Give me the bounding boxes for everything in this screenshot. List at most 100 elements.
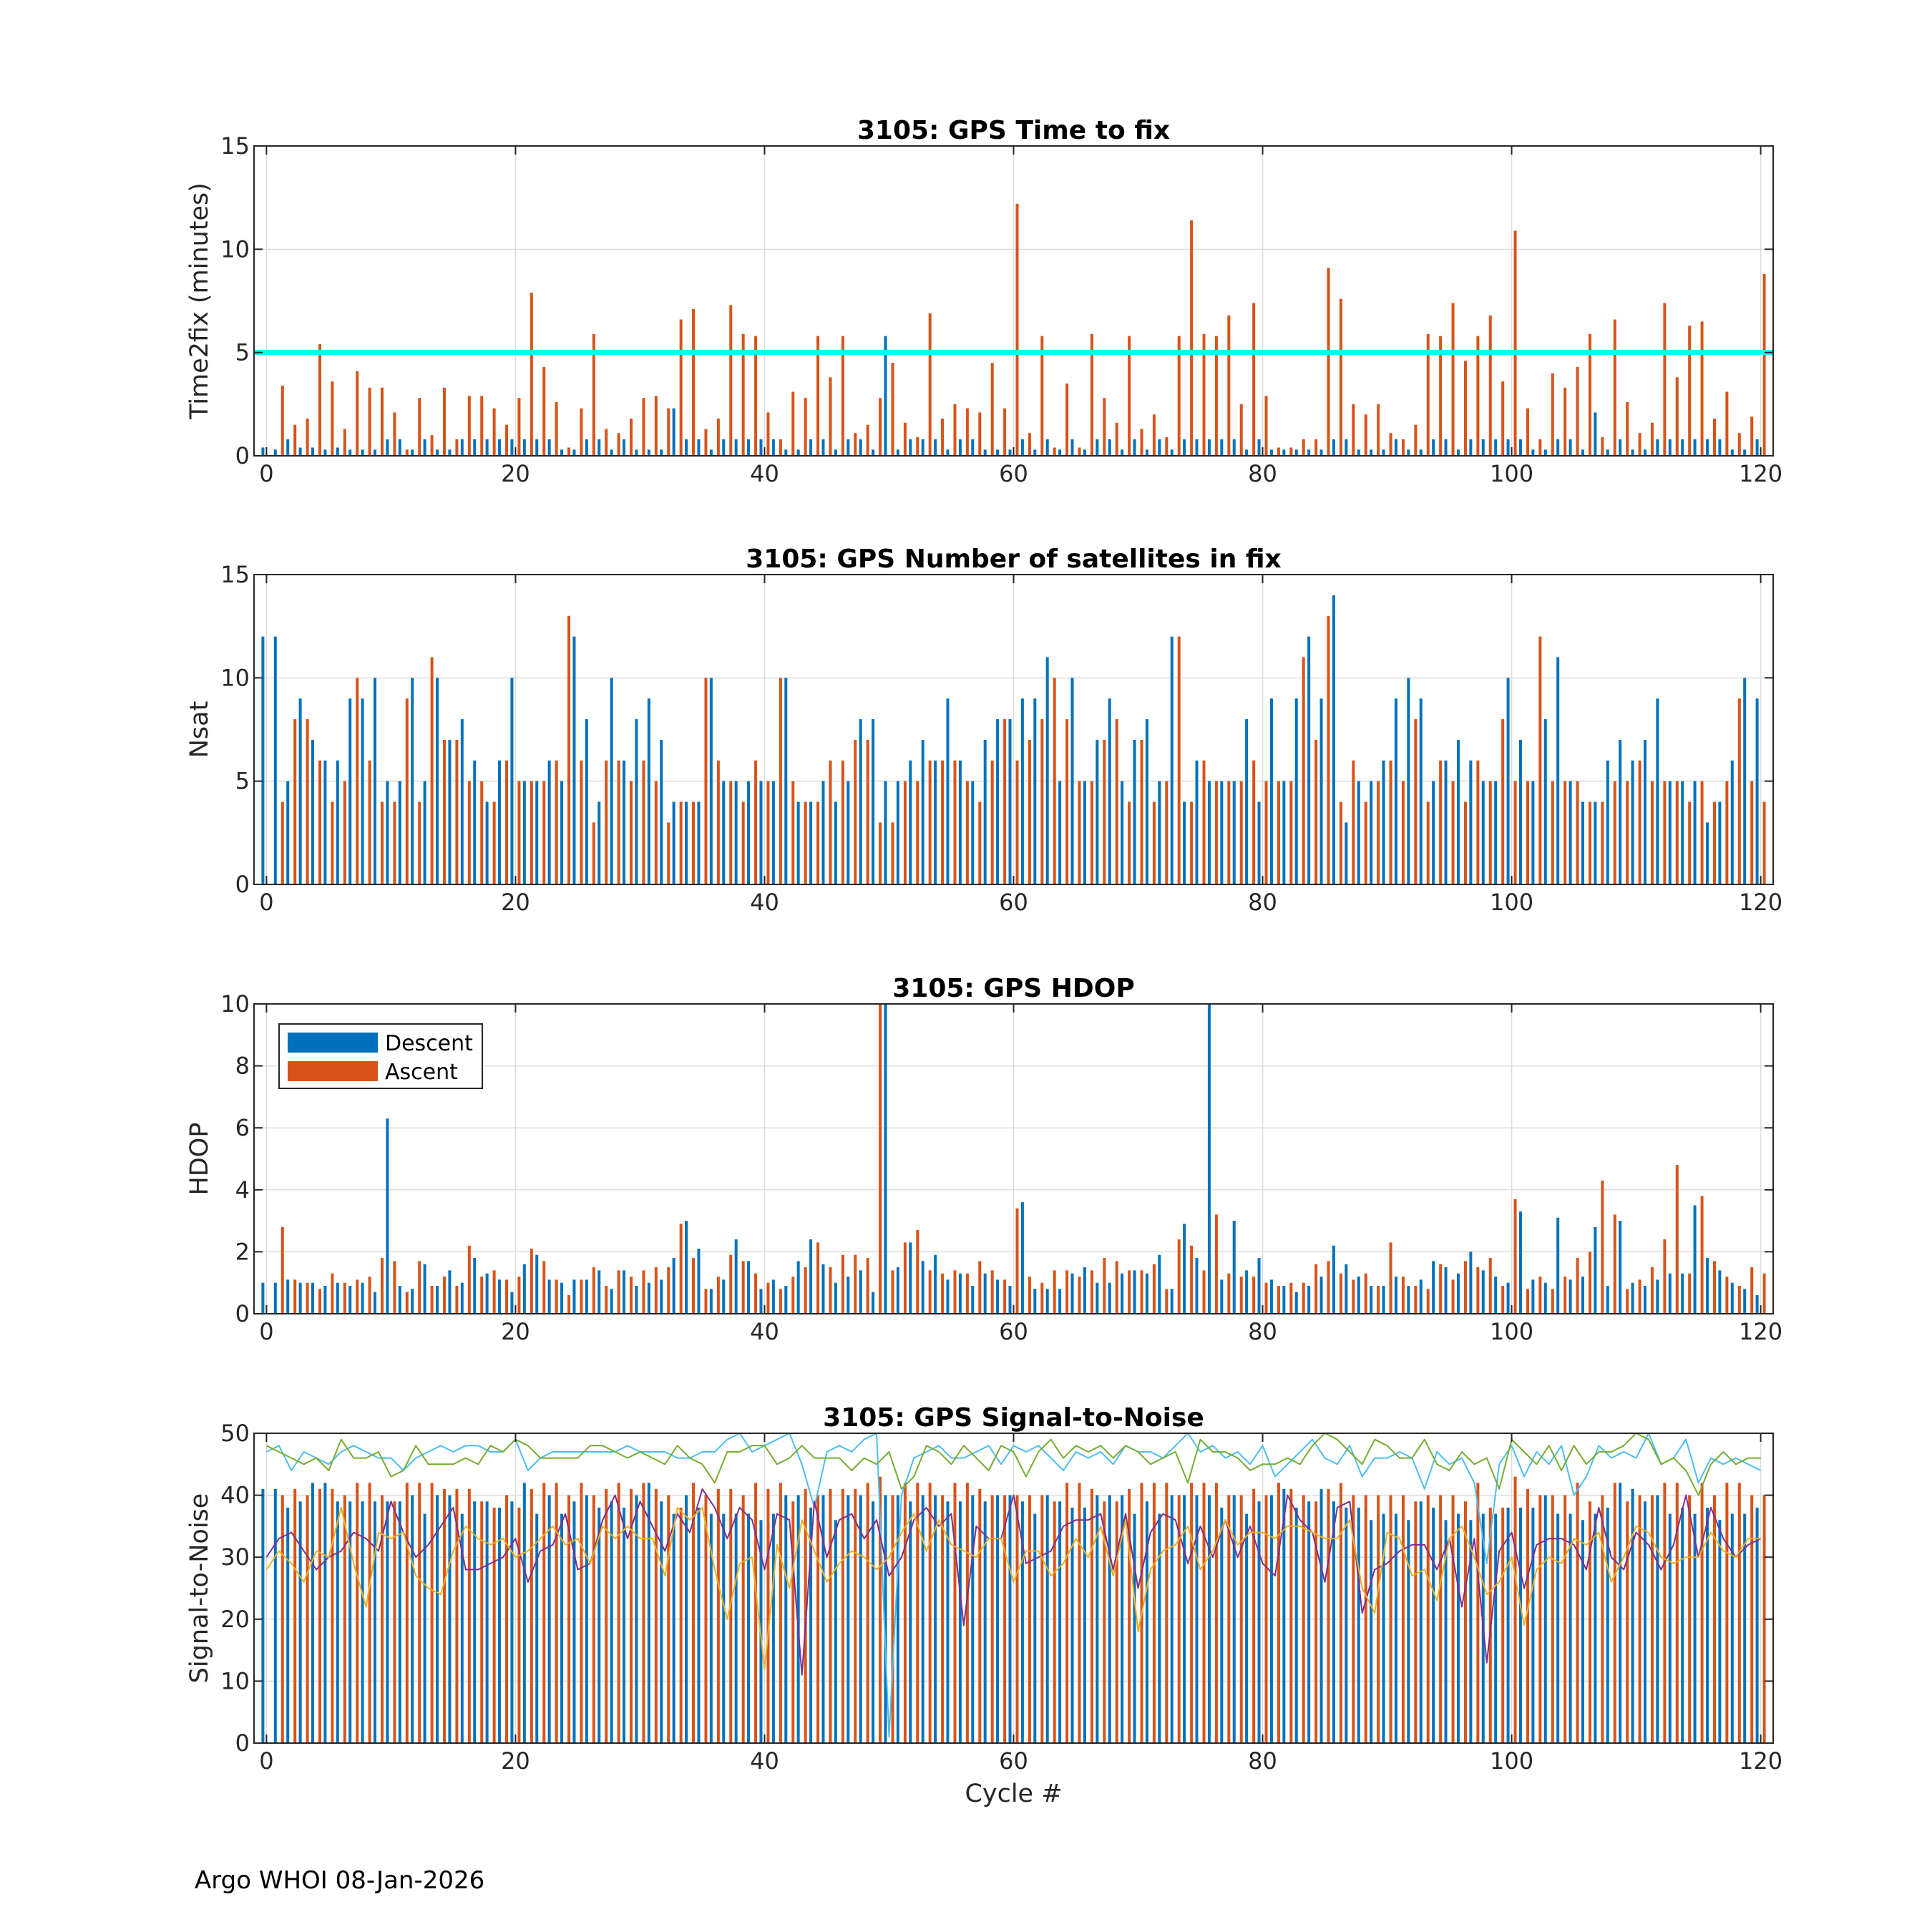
ascent-bar xyxy=(356,371,359,456)
descent-bar xyxy=(1594,412,1597,456)
ascent-bar xyxy=(642,760,645,884)
descent-bar xyxy=(1594,1226,1597,1314)
ascent-bar xyxy=(1389,433,1392,456)
ascent-bar xyxy=(1364,1495,1367,1743)
ascent-bar xyxy=(630,419,633,456)
descent-bar xyxy=(1070,678,1074,884)
ascent-bar xyxy=(990,1270,994,1314)
ascent-bar xyxy=(343,781,346,884)
descent-bar xyxy=(336,1282,339,1314)
ascent-bar xyxy=(381,1258,384,1314)
descent-bar xyxy=(286,781,290,884)
y-tick-label: 20 xyxy=(220,1606,250,1633)
descent-bar xyxy=(734,1239,738,1314)
ascent-bar xyxy=(928,760,932,884)
ascent-bar xyxy=(1040,1495,1044,1743)
descent-bar xyxy=(348,1501,352,1743)
ascent-bar xyxy=(1115,1261,1118,1314)
ascent-bar xyxy=(368,760,371,884)
ascent-bar xyxy=(1476,1483,1480,1743)
descent-bar xyxy=(1730,1513,1734,1743)
y-tick-label: 8 xyxy=(235,1053,250,1080)
descent-bar xyxy=(522,781,526,884)
descent-bar xyxy=(336,760,339,884)
ascent-bar xyxy=(990,760,994,884)
descent-bar xyxy=(1543,1282,1547,1314)
ascent-bar xyxy=(1053,447,1056,456)
ascent-bar xyxy=(704,429,708,456)
descent-bar xyxy=(996,449,1000,456)
ascent-bar xyxy=(306,1495,309,1743)
ascent-bar xyxy=(1414,719,1418,884)
descent-bar xyxy=(1656,1495,1659,1743)
ascent-bar xyxy=(1352,1495,1355,1743)
descent-bar xyxy=(436,678,439,884)
descent-bar xyxy=(547,439,551,456)
y-tick-label: 10 xyxy=(220,664,250,691)
descent-bar xyxy=(311,739,315,884)
descent-bar xyxy=(485,439,489,456)
descent-bar xyxy=(1693,1205,1697,1314)
descent-bar xyxy=(1606,449,1609,456)
descent-bar xyxy=(1643,1501,1646,1743)
descent-bar xyxy=(1294,1292,1298,1314)
ascent-bar xyxy=(729,1254,733,1314)
ascent-bar xyxy=(804,801,807,884)
descent-bar xyxy=(771,781,775,884)
descent-bar xyxy=(1145,1501,1148,1743)
ascent-bar xyxy=(1725,391,1729,456)
ascent-bar xyxy=(542,781,546,884)
ascent-bar xyxy=(1327,1488,1330,1743)
descent-bar xyxy=(311,447,315,456)
descent-bar xyxy=(1145,449,1148,456)
ascent-bar xyxy=(405,1483,409,1743)
ascent-bar xyxy=(667,1495,670,1743)
ascent-bar xyxy=(1688,801,1692,884)
ascent-bar xyxy=(1737,698,1741,884)
y-axis-label: Nsat xyxy=(185,701,214,758)
ascent-bar xyxy=(1264,1495,1268,1743)
y-axis-label: HDOP xyxy=(185,1123,214,1196)
ascent-bar xyxy=(953,1270,957,1314)
descent-bar xyxy=(958,760,962,884)
descent-bar xyxy=(1307,636,1311,884)
descent-bar xyxy=(460,1513,464,1743)
descent-bar xyxy=(460,719,464,884)
ascent-bar xyxy=(1152,414,1156,456)
ascent-bar xyxy=(1115,1501,1118,1743)
ascent-bar xyxy=(1289,1488,1293,1743)
descent-bar xyxy=(1020,1501,1024,1743)
ascent-bar xyxy=(829,1488,832,1743)
descent-bar xyxy=(1232,781,1236,884)
ascent-bar xyxy=(1538,439,1542,456)
descent-bar xyxy=(759,781,763,884)
ascent-bar xyxy=(505,1495,509,1743)
descent-bar xyxy=(1245,449,1249,456)
descent-bar xyxy=(672,1258,675,1314)
ascent-bar xyxy=(1576,1483,1579,1743)
descent-bar xyxy=(1606,1507,1609,1743)
descent-bar xyxy=(436,1495,439,1743)
ascent-bar xyxy=(879,822,882,884)
descent-bar xyxy=(1469,760,1473,884)
descent-bar xyxy=(983,1273,987,1314)
descent-bar xyxy=(1195,1495,1199,1743)
chart-title: 3105: GPS Signal-to-Noise xyxy=(823,1403,1204,1433)
descent-bar xyxy=(572,449,576,456)
ascent-bar xyxy=(1128,1488,1131,1743)
ascent-bar xyxy=(293,424,297,456)
descent-bar xyxy=(1643,739,1646,884)
ascent-bar xyxy=(443,1488,447,1743)
ascent-bar xyxy=(1128,1270,1131,1314)
x-tick-label: 60 xyxy=(999,460,1028,487)
ascent-bar xyxy=(1227,781,1231,884)
ascent-bar xyxy=(1152,1264,1156,1314)
ascent-bar xyxy=(965,1483,969,1743)
descent-bar xyxy=(1319,449,1323,456)
ascent-bar xyxy=(1688,326,1692,456)
ascent-bar xyxy=(1165,1483,1169,1743)
ascent-bar xyxy=(356,1279,359,1314)
descent-bar xyxy=(1531,1279,1535,1314)
x-tick-label: 120 xyxy=(1739,889,1782,916)
ascent-bar xyxy=(1152,801,1156,884)
